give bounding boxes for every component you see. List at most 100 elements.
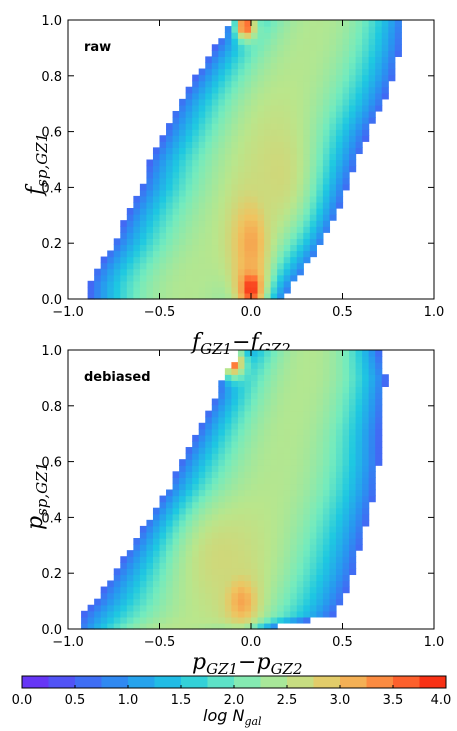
debiased-heatmap-cell (264, 483, 272, 491)
debiased-heatmap-cell (205, 422, 213, 430)
raw-heatmap-cell (185, 256, 193, 264)
raw-heatmap-cell (172, 195, 180, 203)
raw-heatmap-cell (283, 238, 291, 246)
debiased-heatmap-cell (251, 362, 259, 369)
raw-heatmap-cell (172, 201, 180, 209)
raw-heatmap-cell (283, 226, 291, 233)
debiased-heatmap-cell (316, 410, 324, 418)
raw-heatmap-cell (290, 250, 298, 258)
raw-heatmap-cell (296, 214, 304, 221)
debiased-heatmap-cell (322, 453, 331, 460)
debiased-heatmap-cell (309, 416, 317, 424)
raw-heatmap-cell (179, 262, 187, 270)
raw-heatmap-cell (179, 171, 187, 179)
raw-heatmap-cell (296, 244, 304, 252)
debiased-heatmap-cell (349, 374, 357, 381)
debiased-heatmap-cell (179, 610, 187, 618)
debiased-heatmap-cell (218, 556, 226, 563)
raw-heatmap-cell (264, 153, 272, 161)
debiased-heatmap-cell (283, 374, 291, 381)
raw-heatmap-cell (309, 250, 317, 258)
debiased-heatmap-cell (244, 489, 252, 497)
debiased-heatmap-cell (309, 519, 317, 527)
debiased-heatmap-cell (244, 562, 252, 569)
debiased-heatmap-cell (277, 519, 285, 527)
debiased-heatmap-cell (211, 410, 219, 418)
raw-heatmap-cell (251, 141, 259, 148)
debiased-heatmap-cell (205, 562, 213, 569)
debiased-heatmap-cell (224, 416, 232, 424)
debiased-heatmap-cell (192, 538, 200, 545)
debiased-heatmap-cell (309, 580, 317, 588)
debiased-heatmap-cell (316, 525, 324, 533)
raw-heatmap-cell (283, 92, 291, 100)
raw-heatmap-cell (335, 135, 344, 142)
debiased-heatmap-cell (303, 525, 311, 533)
debiased-heatmap-cell (290, 483, 298, 491)
debiased-heatmap-cell (322, 483, 331, 491)
y-tick-label: 1.0 (41, 14, 62, 29)
debiased-heatmap-cell (329, 392, 337, 400)
debiased-heatmap-cell (270, 562, 278, 569)
debiased-heatmap-cell (231, 380, 239, 387)
raw-heatmap-cell (166, 262, 174, 270)
raw-heatmap-cell (231, 110, 239, 118)
raw-heatmap-cell (192, 244, 200, 252)
debiased-heatmap-cell (355, 538, 363, 545)
raw-heatmap-cell (283, 274, 291, 282)
raw-heatmap-cell (296, 92, 304, 100)
raw-heatmap-cell (172, 214, 180, 221)
raw-heatmap-cell (146, 214, 154, 221)
raw-heatmap-cell (277, 68, 285, 76)
raw-heatmap-cell (94, 268, 102, 276)
debiased-heatmap-cell (329, 604, 337, 612)
raw-heatmap-cell (192, 110, 200, 118)
raw-heatmap-cell (179, 286, 187, 294)
raw-heatmap-cell (296, 135, 304, 142)
debiased-heatmap-cell (296, 422, 304, 430)
debiased-heatmap-cell (244, 422, 252, 430)
debiased-heatmap-cell (257, 604, 265, 612)
raw-heatmap-cell (283, 280, 291, 288)
raw-heatmap-cell (277, 123, 285, 130)
debiased-heatmap-cell (224, 556, 232, 563)
raw-heatmap-cell (388, 20, 396, 27)
debiased-heatmap-cell (159, 610, 167, 618)
raw-heatmap-cell (126, 244, 134, 252)
raw-heatmap-cell (100, 268, 108, 276)
raw-heatmap-cell (342, 74, 350, 82)
debiased-heatmap-cell (172, 562, 180, 569)
raw-heatmap-cell (244, 286, 252, 294)
raw-axis-ticks: −1.0 −0.5 0.0 0.5 1.00.00.20.40.60.81.0 (41, 14, 444, 320)
raw-heatmap-cell (316, 220, 324, 227)
raw-heatmap-cell (113, 250, 121, 258)
raw-heatmap-cell (335, 110, 344, 118)
raw-heatmap-cell (296, 50, 304, 57)
debiased-heatmap-cell (316, 562, 324, 569)
debiased-heatmap-cell (290, 501, 298, 509)
raw-heatmap-cell (218, 153, 226, 161)
raw-heatmap-cell (172, 238, 180, 246)
colorbar-tick-label: 3.0 (330, 693, 351, 708)
colorbar-swatch (393, 676, 420, 688)
raw-heatmap-cell (231, 286, 239, 294)
raw-heatmap-cell (296, 201, 304, 209)
debiased-heatmap-cell (329, 447, 337, 454)
debiased-heatmap-cell (251, 538, 259, 545)
raw-heatmap-cell (264, 26, 272, 33)
raw-heatmap-cell (296, 32, 304, 39)
debiased-heatmap-cell (224, 519, 232, 527)
debiased-heatmap-cell (94, 610, 102, 618)
raw-heatmap-cell (277, 165, 285, 173)
debiased-heatmap-cell (290, 416, 298, 424)
raw-heatmap-cell (290, 44, 298, 51)
raw-heatmap-cell (133, 256, 141, 264)
raw-heatmap-cell (244, 280, 252, 288)
raw-heatmap-cell (375, 86, 383, 94)
raw-heatmap-cell (126, 280, 134, 288)
raw-heatmap-cell (237, 20, 246, 27)
debiased-heatmap-cell (192, 459, 200, 466)
raw-heatmap-cell (290, 135, 298, 142)
raw-heatmap-cell (211, 104, 219, 112)
debiased-heatmap-cell (244, 434, 252, 442)
